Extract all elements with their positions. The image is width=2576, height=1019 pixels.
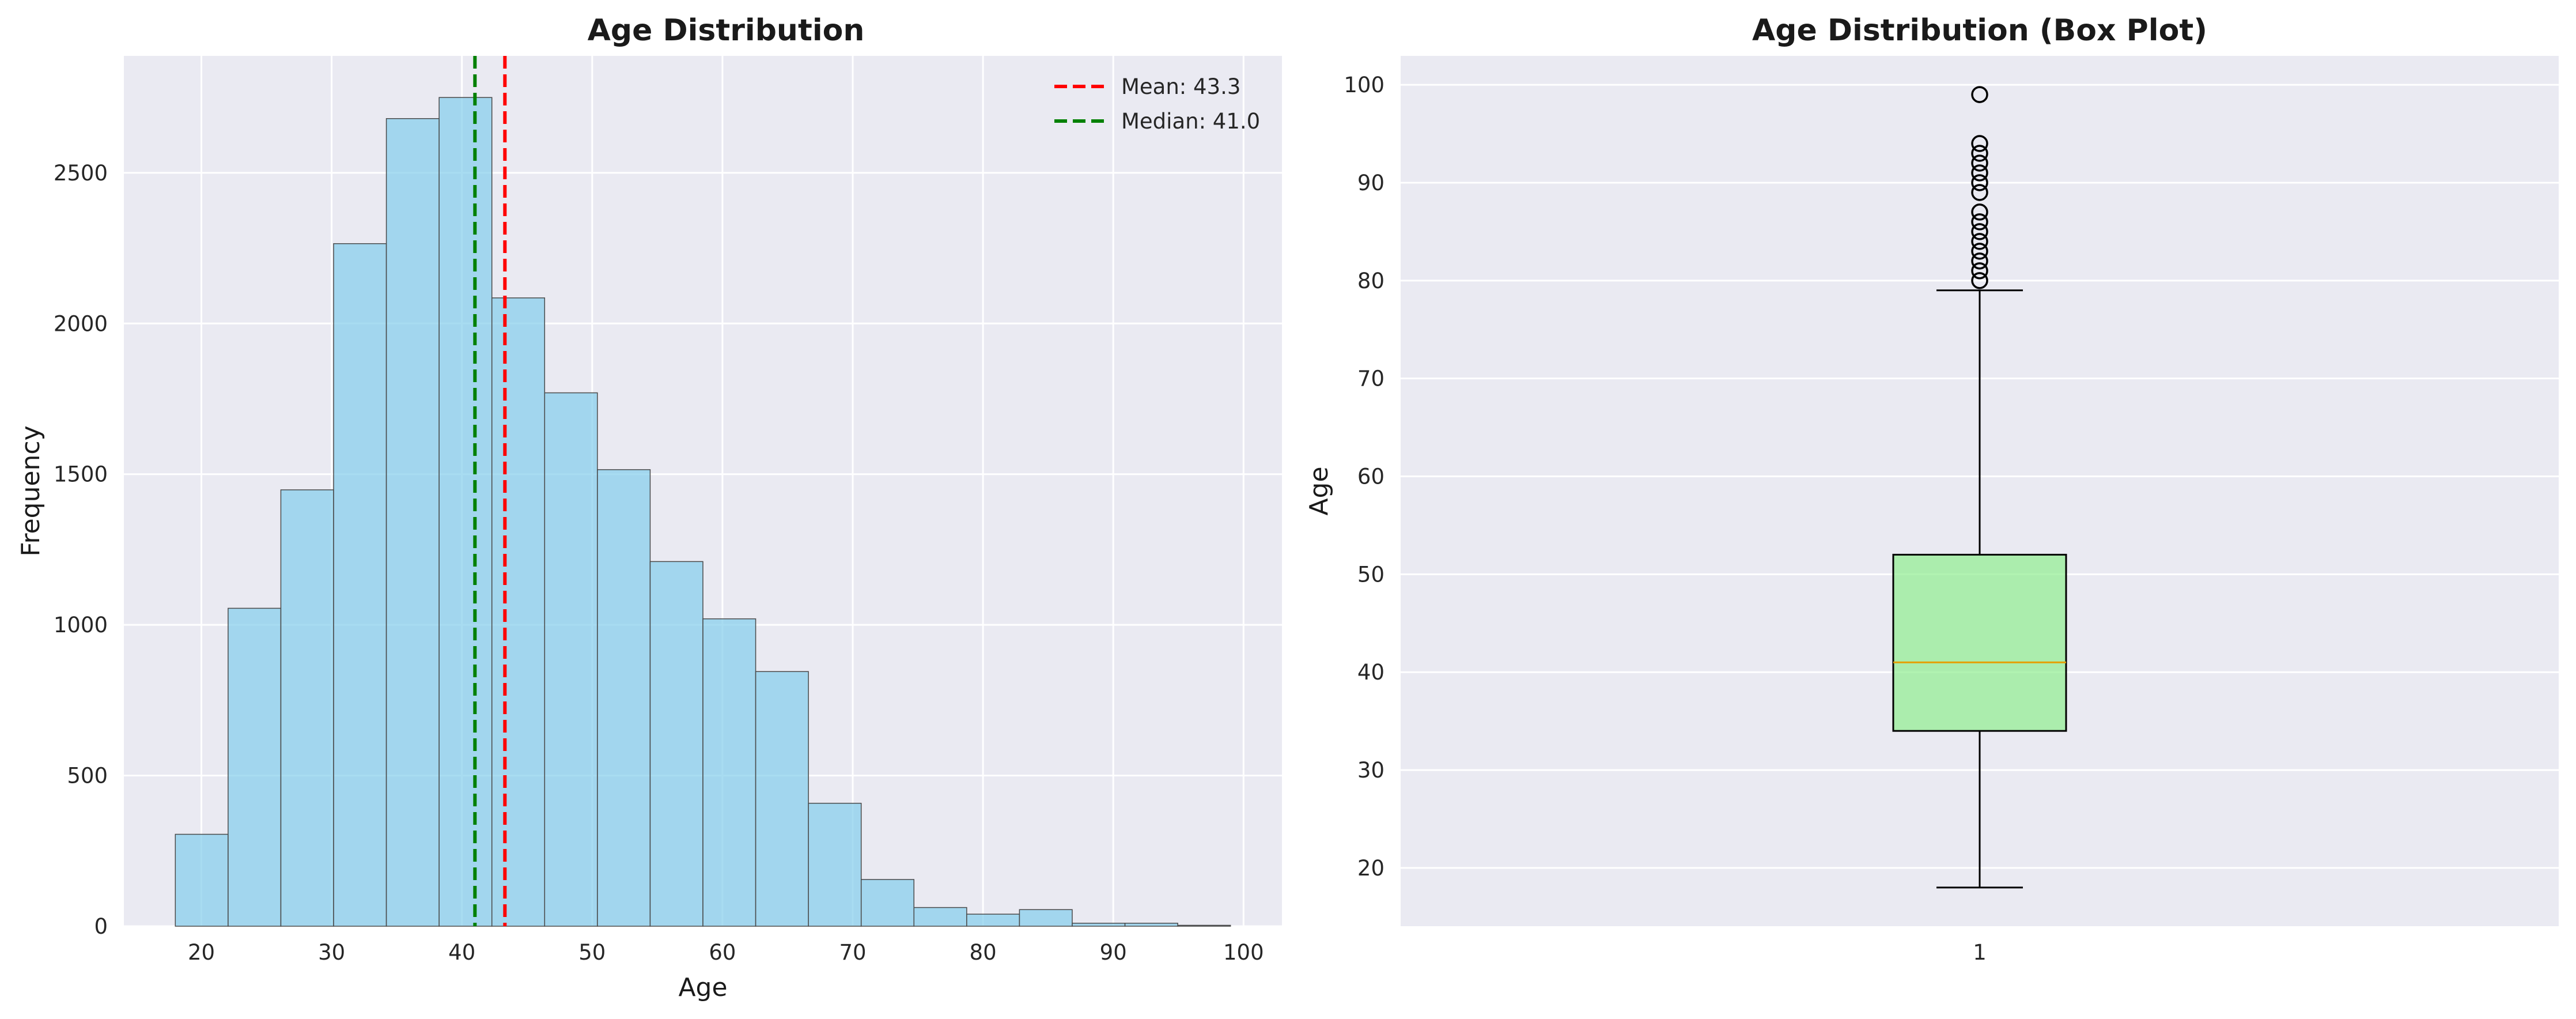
legend: Mean: 43.3 Median: 41.0 — [1054, 74, 1260, 134]
histogram-y-tick-label: 500 — [67, 764, 108, 788]
boxplot-y-tick-label: 100 — [1344, 73, 1385, 97]
boxplot-y-tick-label: 70 — [1357, 367, 1385, 391]
outlier-point — [1971, 203, 1988, 221]
histogram-bar — [597, 469, 651, 927]
histogram-x-tick-label: 40 — [448, 940, 475, 965]
outlier-point — [1971, 145, 1988, 162]
histogram-bar — [702, 618, 756, 927]
histogram-x-tick-label: 80 — [970, 940, 997, 965]
boxplot-outliers — [1971, 86, 1988, 289]
outlier-point — [1971, 213, 1988, 231]
outlier-point — [1971, 164, 1988, 182]
legend-median-label: Median: 41.0 — [1121, 109, 1260, 134]
outlier-point — [1971, 243, 1988, 260]
histogram-y-tick-label: 2000 — [54, 311, 108, 336]
histogram-bar — [649, 561, 703, 927]
boxplot-y-tick-label: 60 — [1357, 465, 1385, 489]
histogram-x-tick-label: 60 — [709, 940, 736, 965]
histogram-x-ticks: 20 30 40 50 60 70 80 90 100 — [188, 940, 1264, 965]
outlier-point — [1971, 233, 1988, 250]
histogram-bar — [438, 97, 493, 927]
histogram-y-tick-label: 1500 — [54, 462, 108, 487]
histogram-bar — [966, 914, 1020, 927]
histogram-x-tick-label: 70 — [839, 940, 866, 965]
histogram-bar — [1124, 923, 1178, 927]
histogram-bar — [860, 879, 915, 927]
histogram-bar — [280, 489, 334, 927]
histogram-bar — [544, 392, 598, 927]
histogram-x-tick-label: 50 — [578, 940, 606, 965]
interquartile-box — [1892, 553, 2067, 732]
histogram-bar — [385, 118, 440, 927]
histogram-x-axis-label: Age — [678, 973, 727, 1002]
histogram-x-tick-label: 20 — [188, 940, 215, 965]
outlier-point — [1971, 86, 1988, 103]
histogram-y-axis-label: Frequency — [16, 425, 46, 556]
histogram-bar — [755, 671, 809, 927]
histogram-title: Age Distribution — [588, 13, 865, 48]
boxplot-y-tick-label: 50 — [1357, 562, 1385, 587]
histogram-x-tick-label: 90 — [1100, 940, 1127, 965]
outlier-point — [1971, 135, 1988, 152]
histogram-bar — [333, 243, 387, 927]
histogram-bar — [228, 607, 282, 927]
histogram-y-tick-label: 2500 — [54, 161, 108, 186]
histogram-x-tick-label: 30 — [318, 940, 345, 965]
outlier-point — [1971, 174, 1988, 191]
outlier-point — [1971, 272, 1988, 289]
histogram-y-tick-label: 0 — [94, 914, 108, 939]
histogram-bar — [808, 802, 862, 927]
boxplot-panel: 1 20 30 40 50 60 70 80 90 100 Age Distribution (… — [1304, 13, 2559, 965]
outlier-point — [1971, 262, 1988, 280]
histogram-panel: 20 30 40 50 60 70 80 90 100 0 500 1000 1500 2000 2500… — [16, 13, 1282, 1002]
boxplot-x-ticks: 1 — [1973, 940, 1987, 965]
legend-mean-label: Mean: 43.3 — [1121, 74, 1240, 99]
histogram-bar — [175, 833, 229, 927]
boxplot-body — [1892, 289, 2067, 889]
histogram-bar — [913, 907, 967, 927]
histogram-bar — [1072, 923, 1126, 927]
histogram-y-tick-label: 1000 — [54, 613, 108, 637]
boxplot-title: Age Distribution (Box Plot) — [1752, 13, 2207, 48]
boxplot-y-tick-label: 80 — [1357, 269, 1385, 293]
histogram-reference-lines — [473, 56, 507, 926]
outlier-point — [1971, 184, 1988, 201]
boxplot-x-tick-label: 1 — [1973, 940, 1987, 965]
boxplot-y-tick-label: 20 — [1357, 856, 1385, 881]
histogram-bar — [1019, 909, 1073, 927]
histogram-y-ticks: 0 500 1000 1500 2000 2500 — [54, 161, 108, 939]
histogram-bars — [175, 97, 1231, 927]
histogram-bar — [1177, 924, 1231, 927]
outlier-point — [1971, 154, 1988, 172]
outlier-point — [1971, 252, 1988, 270]
boxplot-y-axis-label: Age — [1304, 466, 1334, 515]
boxplot-y-tick-label: 40 — [1357, 660, 1385, 685]
histogram-x-tick-label: 100 — [1223, 940, 1264, 965]
histogram-bar — [491, 297, 546, 927]
boxplot-y-tick-label: 90 — [1357, 171, 1385, 195]
boxplot-y-ticks: 20 30 40 50 60 70 80 90 100 — [1344, 73, 1385, 881]
outlier-point — [1971, 223, 1988, 240]
boxplot-y-tick-label: 30 — [1357, 758, 1385, 783]
